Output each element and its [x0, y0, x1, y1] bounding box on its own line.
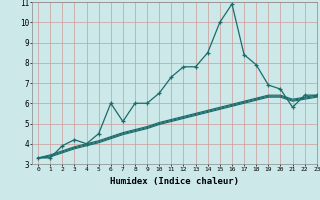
X-axis label: Humidex (Indice chaleur): Humidex (Indice chaleur): [110, 177, 239, 186]
